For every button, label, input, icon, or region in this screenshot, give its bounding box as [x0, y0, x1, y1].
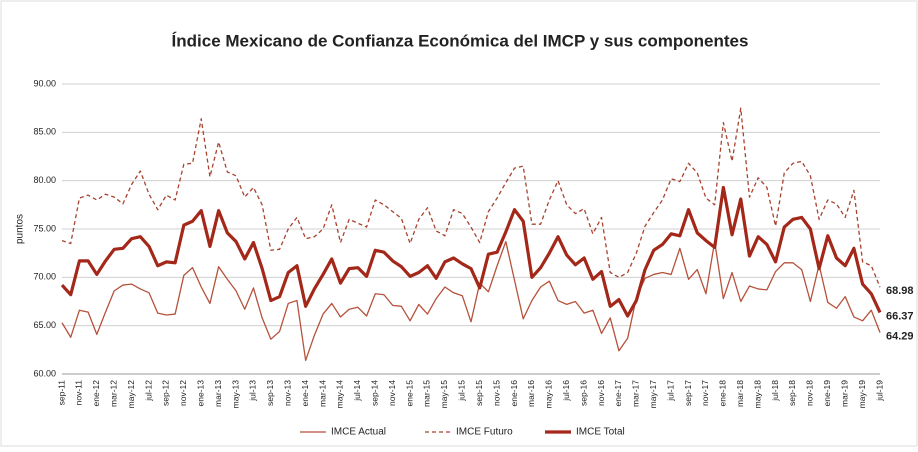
legend-label: IMCE Actual [331, 427, 386, 438]
x-tick-label: sep-16 [578, 380, 588, 406]
x-tick-label: nov-12 [178, 380, 188, 406]
x-tick-label: sep-12 [161, 380, 171, 406]
x-tick-label: ene-15 [404, 380, 414, 407]
x-tick-label: may-17 [648, 380, 658, 409]
x-tick-label: nov-13 [283, 380, 293, 406]
x-tick-label: may-16 [544, 380, 554, 409]
y-tick-label: 70.00 [33, 272, 56, 282]
x-tick-label: mar-18 [735, 380, 745, 407]
x-tick-label: mar-14 [317, 380, 327, 407]
x-tick-label: nov-16 [596, 380, 606, 406]
x-tick-label: jul-16 [561, 380, 571, 402]
y-tick-label: 65.00 [33, 320, 56, 330]
x-tick-label: mar-16 [526, 380, 536, 407]
x-tick-label: jul-12 [143, 380, 153, 402]
x-tick-label: nov-18 [805, 380, 815, 406]
x-tick-label: jul-18 [770, 380, 780, 402]
x-tick-label: nov-14 [387, 380, 397, 406]
x-tick-label: sep-11 [56, 380, 66, 406]
x-tick-label: may-15 [439, 380, 449, 409]
x-tick-label: mar-12 [108, 380, 118, 407]
end-label: 66.37 [886, 310, 914, 322]
x-tick-label: sep-13 [265, 380, 275, 406]
legend-label: IMCE Futuro [456, 427, 513, 438]
y-tick-label: 80.00 [33, 175, 56, 185]
y-axis-label: puntos [15, 214, 26, 244]
x-tick-label: sep-14 [370, 380, 380, 406]
x-tick-label: may-19 [857, 380, 867, 409]
x-tick-label: sep-15 [474, 380, 484, 406]
x-tick-label: sep-17 [683, 380, 693, 406]
x-tick-label: ene-14 [300, 380, 310, 407]
x-tick-label: nov-11 [74, 380, 84, 406]
x-tick-label: may-14 [335, 380, 345, 409]
x-tick-label: ene-17 [613, 380, 623, 407]
x-tick-label: jul-19 [874, 380, 884, 402]
x-tick-label: jul-14 [352, 380, 362, 402]
x-tick-label: jul-13 [248, 380, 258, 402]
y-tick-label: 90.00 [33, 78, 56, 88]
chart-title: Índice Mexicano de Confianza Económica d… [172, 31, 749, 50]
series-line [60, 185, 882, 318]
y-tick-label: 85.00 [33, 127, 56, 137]
x-tick-label: nov-17 [700, 380, 710, 406]
series-line [61, 107, 881, 288]
y-tick-label: 60.00 [33, 368, 56, 378]
y-tick-label: 75.00 [33, 223, 56, 233]
x-tick-label: jul-15 [457, 380, 467, 402]
x-tick-label: mar-19 [839, 380, 849, 407]
x-tick-label: ene-12 [91, 380, 101, 407]
x-tick-label: may-18 [752, 380, 762, 409]
legend-label: IMCE Total [576, 427, 625, 438]
x-tick-label: mar-17 [631, 380, 641, 407]
x-tick-label: sep-18 [787, 380, 797, 406]
x-tick-label: mar-15 [422, 380, 432, 407]
x-tick-label: nov-15 [491, 380, 501, 406]
x-tick-label: ene-18 [718, 380, 728, 407]
end-label: 68.98 [886, 285, 914, 297]
x-tick-label: ene-19 [822, 380, 832, 407]
x-tick-label: jul-17 [665, 380, 675, 402]
x-tick-label: may-13 [230, 380, 240, 409]
x-tick-label: mar-13 [213, 380, 223, 407]
x-tick-label: ene-13 [195, 380, 205, 407]
x-tick-label: may-12 [126, 380, 136, 409]
series-line [61, 240, 881, 362]
x-tick-label: ene-16 [509, 380, 519, 407]
end-label: 64.29 [886, 330, 914, 342]
